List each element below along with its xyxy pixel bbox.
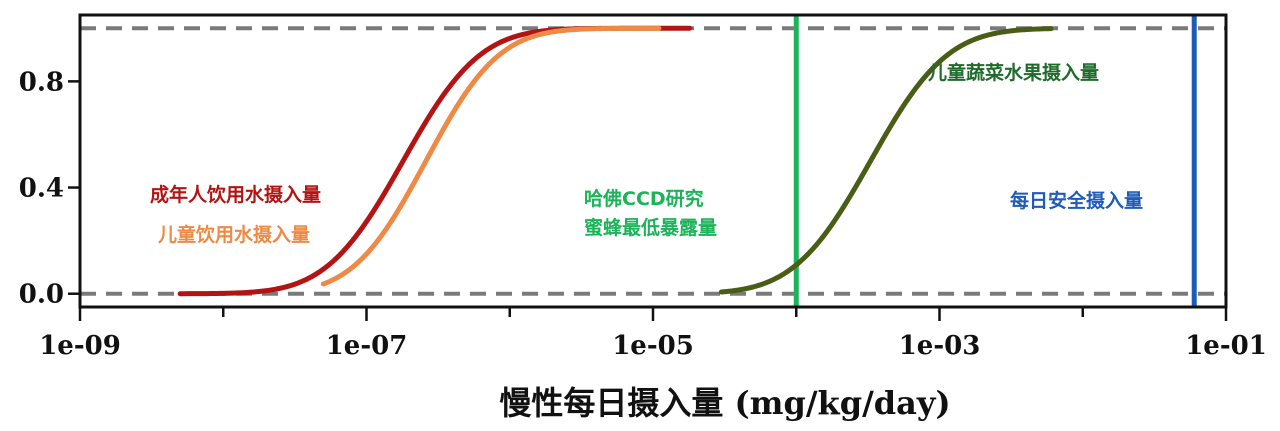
x-tick-label-2: 1e-05 — [612, 331, 694, 361]
x-axis-title: 慢性每日摄入量 (mg/kg/day) — [499, 384, 950, 422]
annotation-child-produce: 儿童蔬菜水果摄入量 — [927, 61, 1099, 84]
x-tick-label-1: 1e-07 — [326, 331, 408, 361]
x-tick-label-0: 1e-09 — [39, 331, 121, 361]
reference-lines — [80, 15, 1226, 307]
y-tick-label-2: 0.8 — [19, 67, 64, 97]
y-tick-label-1: 0.4 — [19, 174, 64, 204]
annotation-adult-water: 成年人饮用水摄入量 — [150, 183, 321, 206]
y-tick-label-0: 0.0 — [19, 280, 64, 310]
x-tick-label-4: 1e-01 — [1185, 331, 1267, 361]
x-tick-label-3: 1e-03 — [899, 331, 981, 361]
plot-frame — [78, 13, 1228, 309]
annotation-daily-safe-intake: 每日安全摄入量 — [1010, 189, 1143, 212]
series-line-0 — [177, 25, 693, 297]
annotation-harvard-ccd-line1: 哈佛CCD研究 — [584, 187, 704, 210]
series-line-2 — [718, 26, 1054, 295]
annotation-harvard-ccd-line2: 蜜蜂最低暴露量 — [584, 216, 717, 239]
annotation-child-water: 儿童饮用水摄入量 — [157, 223, 310, 246]
y-axis: 0.0 0.4 0.8 — [19, 67, 80, 310]
series-line-1 — [320, 25, 662, 287]
series-layer — [177, 25, 1054, 297]
x-axis: 1e-09 1e-07 1e-05 1e-03 1e-01 — [39, 307, 1267, 361]
